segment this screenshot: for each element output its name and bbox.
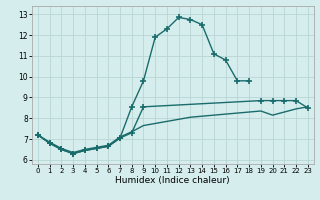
- X-axis label: Humidex (Indice chaleur): Humidex (Indice chaleur): [116, 176, 230, 185]
